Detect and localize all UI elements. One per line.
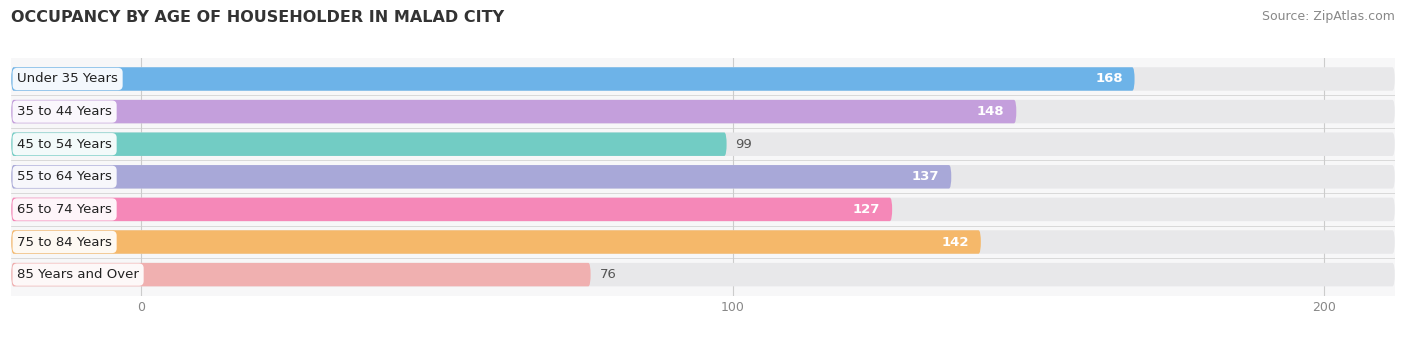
Text: 45 to 54 Years: 45 to 54 Years — [17, 138, 112, 151]
Text: 142: 142 — [942, 236, 969, 249]
Text: 55 to 64 Years: 55 to 64 Years — [17, 170, 112, 183]
Text: 137: 137 — [912, 170, 939, 183]
Text: Under 35 Years: Under 35 Years — [17, 72, 118, 85]
FancyBboxPatch shape — [11, 67, 1135, 91]
Text: 35 to 44 Years: 35 to 44 Years — [17, 105, 112, 118]
Text: 99: 99 — [735, 138, 752, 151]
FancyBboxPatch shape — [11, 133, 1395, 156]
Text: 85 Years and Over: 85 Years and Over — [17, 268, 139, 281]
FancyBboxPatch shape — [11, 133, 727, 156]
FancyBboxPatch shape — [11, 165, 952, 189]
Text: 76: 76 — [599, 268, 616, 281]
FancyBboxPatch shape — [11, 100, 1017, 123]
Text: 75 to 84 Years: 75 to 84 Years — [17, 236, 112, 249]
Text: 148: 148 — [977, 105, 1004, 118]
FancyBboxPatch shape — [11, 165, 1395, 189]
FancyBboxPatch shape — [11, 67, 1395, 91]
FancyBboxPatch shape — [11, 263, 1395, 286]
Text: 127: 127 — [853, 203, 880, 216]
Text: 65 to 74 Years: 65 to 74 Years — [17, 203, 112, 216]
FancyBboxPatch shape — [11, 230, 1395, 254]
FancyBboxPatch shape — [11, 263, 591, 286]
Text: Source: ZipAtlas.com: Source: ZipAtlas.com — [1261, 10, 1395, 23]
FancyBboxPatch shape — [11, 198, 1395, 221]
Text: 168: 168 — [1095, 72, 1123, 85]
Text: OCCUPANCY BY AGE OF HOUSEHOLDER IN MALAD CITY: OCCUPANCY BY AGE OF HOUSEHOLDER IN MALAD… — [11, 10, 505, 25]
FancyBboxPatch shape — [11, 100, 1395, 123]
FancyBboxPatch shape — [11, 230, 981, 254]
FancyBboxPatch shape — [11, 198, 893, 221]
